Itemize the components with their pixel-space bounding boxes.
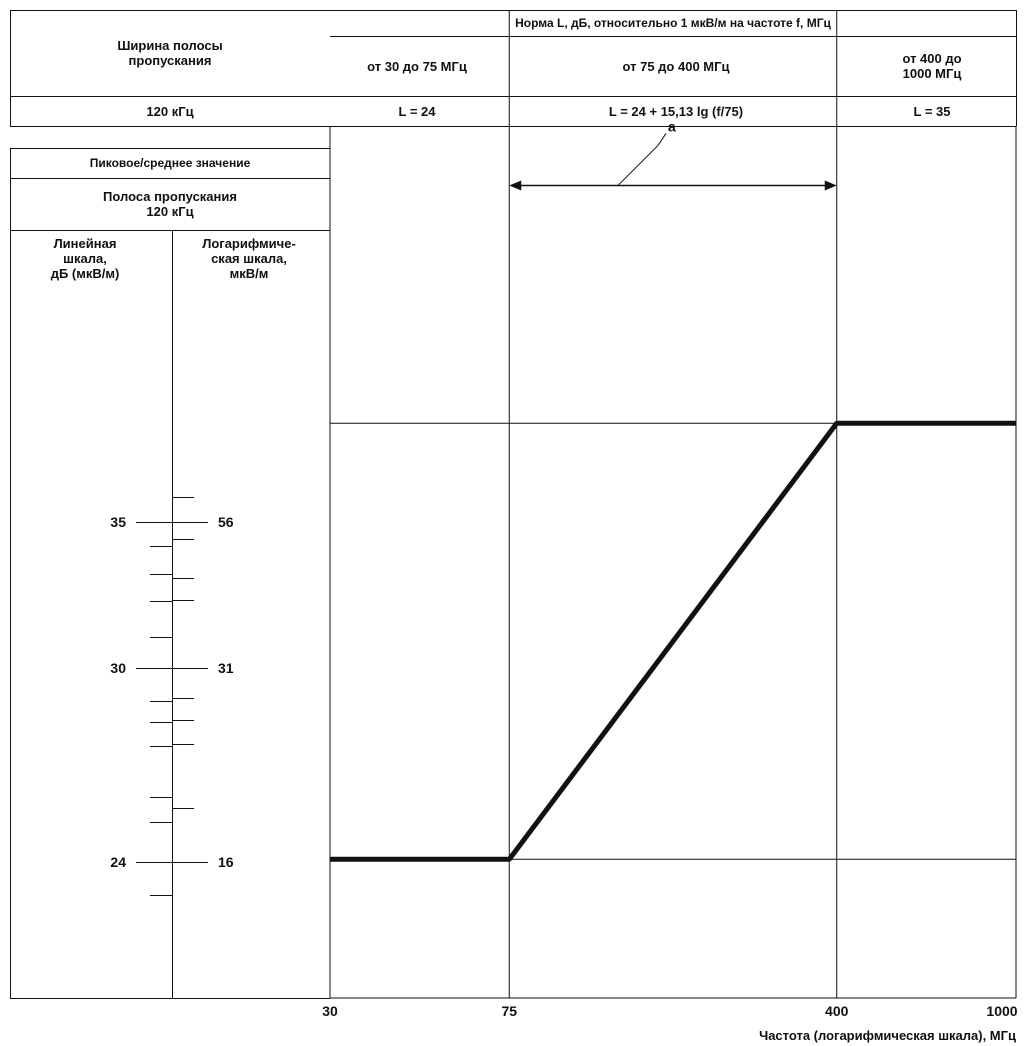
scale-tick	[150, 546, 172, 547]
x-tick-label: 30	[322, 1003, 338, 1019]
formula-30-75: L = 24	[398, 103, 436, 119]
scale-tick	[150, 574, 172, 575]
scale-tick	[172, 497, 194, 498]
scale-tick	[150, 701, 172, 702]
formula-400-1000: L = 35	[913, 103, 951, 119]
x-tick-label: 75	[501, 1003, 518, 1019]
bandwidth-header: Ширина полосы пропускания	[117, 38, 223, 68]
log-label-31: 31	[218, 660, 234, 676]
log-label-56: 56	[218, 514, 234, 530]
x-tick-label: 400	[825, 1003, 849, 1019]
x-axis-title: Частота (логарифмическая шкала), МГц	[759, 1028, 1016, 1043]
scale-tick	[150, 722, 172, 723]
annotation-leader	[617, 133, 667, 186]
scale-major-tick	[136, 862, 208, 863]
annotation-label: a	[668, 118, 676, 134]
scale-tick	[150, 822, 172, 823]
scale-tick	[150, 895, 172, 896]
scale-tick	[172, 539, 194, 540]
detector-label: Пиковое/среднее значение	[89, 155, 251, 170]
scale-tick	[172, 578, 194, 579]
linear-label-30: 30	[110, 660, 126, 676]
limit-line	[330, 420, 1016, 862]
range-400-1000-header: от 400 до 1000 МГц	[902, 51, 962, 81]
linear-scale-header: Линейная шкала, дБ (мкВ/м)	[50, 236, 120, 281]
scale-tick	[172, 698, 194, 699]
scale-tick	[172, 808, 194, 809]
range-30-75-header: от 30 до 75 МГц	[367, 58, 467, 74]
norm-header: Норма L, дБ, относительно 1 мкВ/м на час…	[515, 15, 831, 30]
scale-tick	[150, 637, 172, 638]
scale-tick	[172, 744, 194, 745]
range-arrow-right-head	[824, 180, 837, 191]
formula-75-400: L = 24 + 15,13 lg (f/75)	[608, 103, 744, 119]
bandwidth-value: 120 кГц	[146, 103, 194, 119]
scale-tick	[172, 600, 194, 601]
scale-major-tick	[136, 668, 208, 669]
linear-label-24: 24	[110, 854, 126, 870]
range-arrow-left-head	[509, 180, 522, 191]
scale-tick	[172, 720, 194, 721]
linear-label-35: 35	[110, 514, 126, 530]
bandwidth-label: Полоса пропускания 120 кГц	[103, 189, 237, 219]
scale-tick	[150, 601, 172, 602]
scale-major-tick	[136, 522, 208, 523]
range-75-400-header: от 75 до 400 МГц	[622, 58, 730, 74]
log-scale-header: Логарифмиче- ская шкала, мкВ/м	[202, 236, 296, 281]
x-tick-label: 1000	[986, 1003, 1018, 1019]
scale-tick	[150, 746, 172, 747]
log-label-16: 16	[218, 854, 234, 870]
scale-tick	[150, 797, 172, 798]
